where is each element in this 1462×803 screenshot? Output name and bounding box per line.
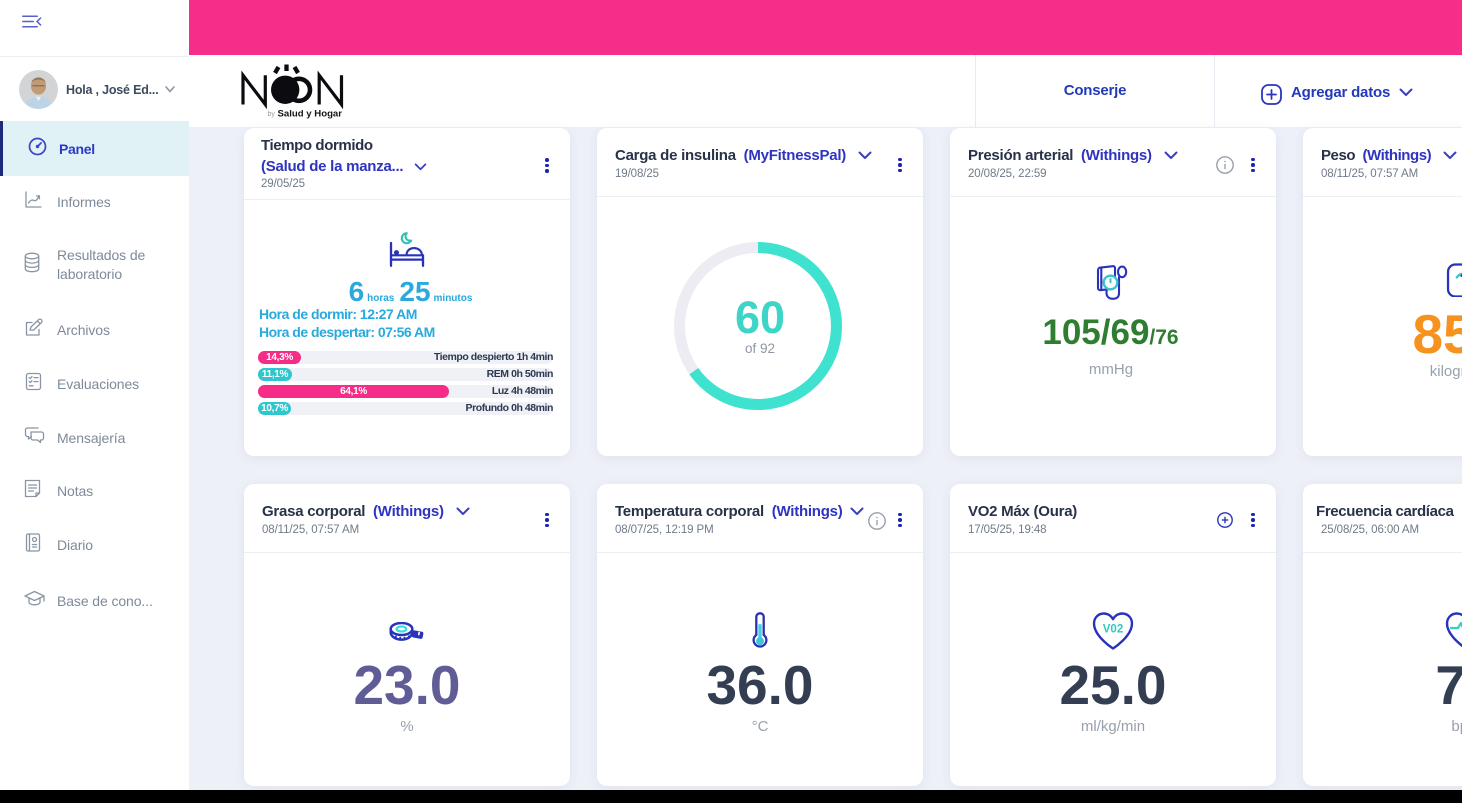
svg-text:by: by (268, 111, 276, 118)
svg-text:Salud y Hogar: Salud y Hogar (278, 109, 343, 120)
svg-text:V02: V02 (1103, 624, 1123, 636)
